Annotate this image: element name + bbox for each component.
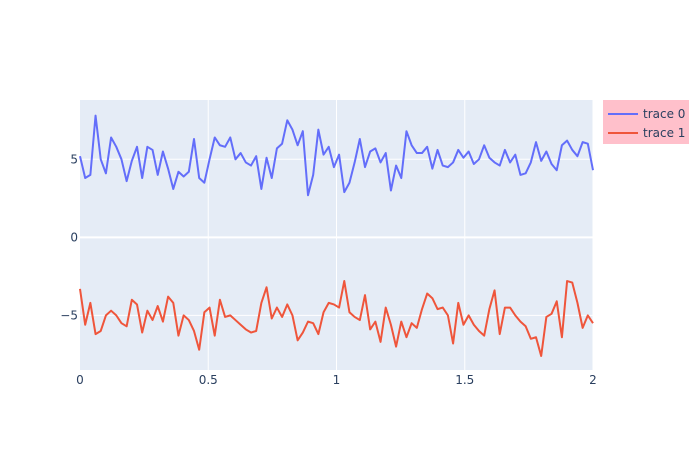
y-tick-label: −5	[60, 308, 78, 322]
series-line-trace-0	[79, 114, 594, 197]
legend-label-trace-0: trace 0	[643, 107, 685, 121]
x-tick-label: 1	[333, 373, 341, 387]
y-tick-label: 0	[70, 230, 78, 244]
y-axis-ticks: −5 0 5	[60, 152, 78, 322]
x-tick-label: 1.5	[455, 373, 474, 387]
legend-item-trace-1[interactable]: trace 1	[608, 126, 685, 140]
legend-background	[603, 100, 689, 144]
y-tick-label: 5	[70, 152, 78, 166]
series-lines	[79, 114, 594, 357]
x-tick-label: 0.5	[199, 373, 218, 387]
x-tick-label: 2	[589, 373, 597, 387]
x-tick-label: 0	[76, 373, 84, 387]
series-line-trace-1	[79, 280, 594, 357]
legend-label-trace-1: trace 1	[643, 126, 685, 140]
legend: trace 0 trace 1	[603, 100, 689, 144]
legend-item-trace-0[interactable]: trace 0	[608, 107, 685, 121]
x-axis-ticks: 0 0.5 1 1.5 2	[76, 373, 597, 387]
